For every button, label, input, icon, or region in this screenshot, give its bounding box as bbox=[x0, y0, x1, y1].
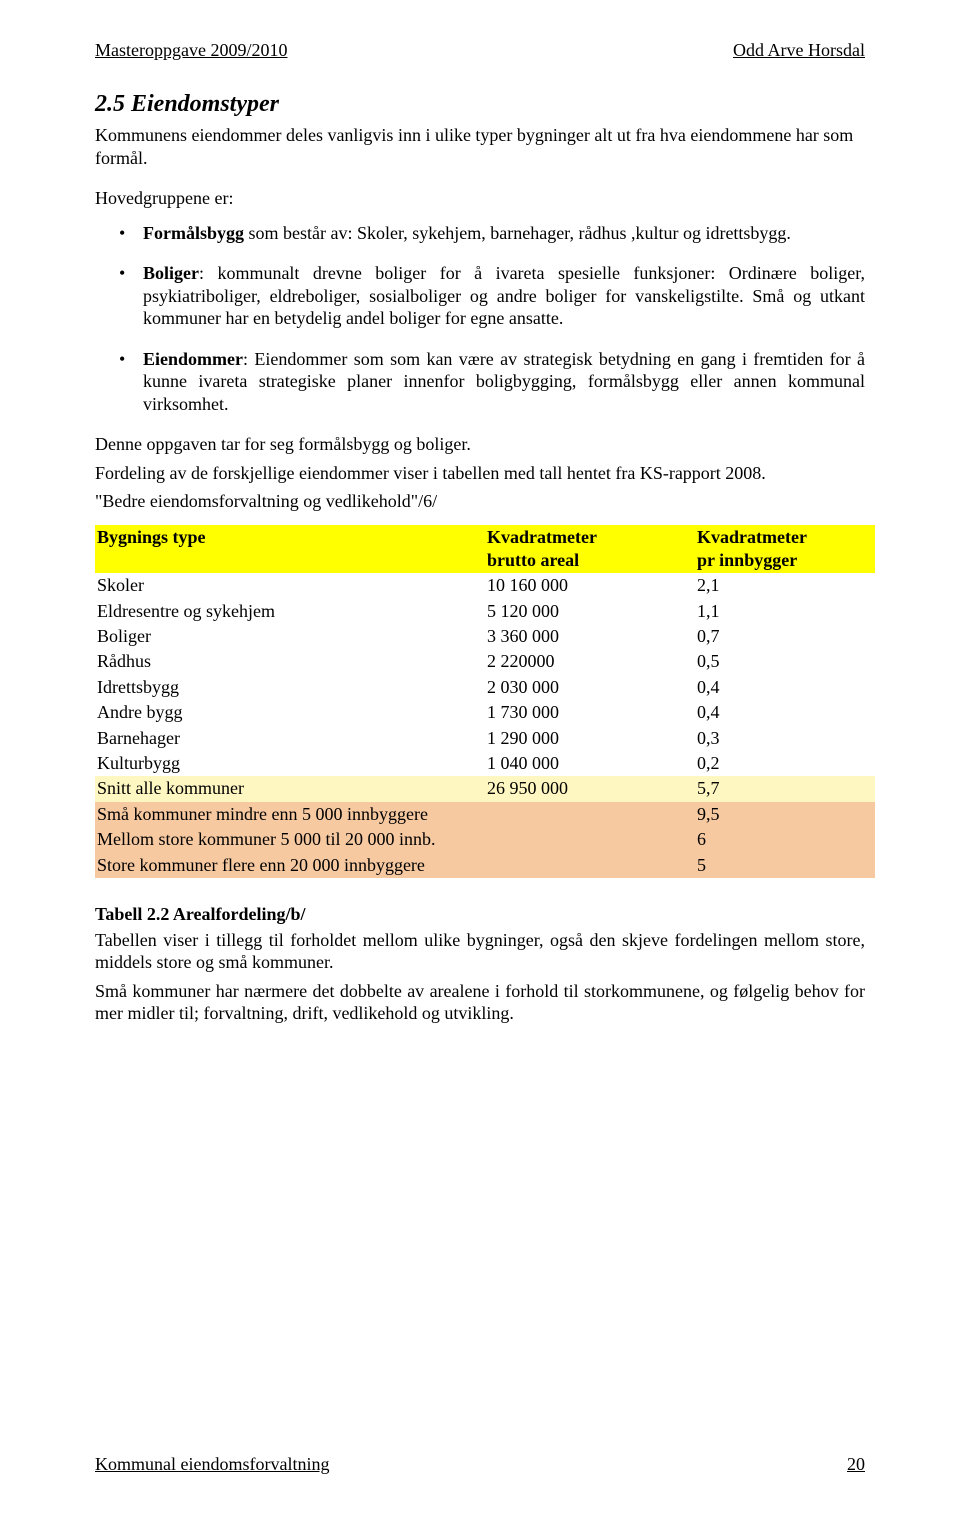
table-row: Boliger3 360 0000,7 bbox=[95, 624, 875, 649]
intro-paragraph-2: Hovedgruppene er: bbox=[95, 187, 865, 210]
bullet-rest: som består av: Skoler, sykehjem, barneha… bbox=[244, 223, 791, 243]
table-cell bbox=[485, 802, 695, 827]
page-footer: Kommunal eiendomsforvaltning 20 bbox=[95, 1454, 865, 1475]
intro-paragraph-1: Kommunens eiendommer deles vanligvis inn… bbox=[95, 124, 865, 169]
table-header-cell: Kvadratmeter brutto areal bbox=[485, 525, 695, 574]
table-cell: 2,1 bbox=[695, 573, 875, 598]
bullet-rest: : kommunalt drevne boliger for å ivareta… bbox=[143, 263, 865, 328]
table-cell: 2 030 000 bbox=[485, 675, 695, 700]
table-cell: 1,1 bbox=[695, 599, 875, 624]
header-left: Masteroppgave 2009/2010 bbox=[95, 40, 287, 61]
table-cell: Store kommuner flere enn 20 000 innbygge… bbox=[95, 853, 485, 878]
table-cell: Små kommuner mindre enn 5 000 innbyggere bbox=[95, 802, 485, 827]
table-caption: Tabell 2.2 Arealfordeling/b/ bbox=[95, 904, 865, 925]
caption-paragraph-1: Tabellen viser i tillegg til forholdet m… bbox=[95, 929, 865, 974]
table-row: Andre bygg1 730 0000,4 bbox=[95, 700, 875, 725]
table-row: Idrettsbygg2 030 0000,4 bbox=[95, 675, 875, 700]
table-row: Snitt alle kommuner26 950 0005,7 bbox=[95, 776, 875, 801]
table-cell: 10 160 000 bbox=[485, 573, 695, 598]
bullet-list: Formålsbygg som består av: Skoler, sykeh… bbox=[95, 222, 865, 416]
table-header-cell: Bygnings type bbox=[95, 525, 485, 574]
bullet-term: Boliger bbox=[143, 263, 199, 283]
table-row: Store kommuner flere enn 20 000 innbygge… bbox=[95, 853, 875, 878]
table-cell: 0,4 bbox=[695, 700, 875, 725]
table-header-cell: Kvadratmeter pr innbygger bbox=[695, 525, 875, 574]
document-page: Masteroppgave 2009/2010 Odd Arve Horsdal… bbox=[0, 0, 960, 1515]
table-header-label: Bygnings type bbox=[97, 527, 206, 547]
after-bullets-p2: Fordeling av de forskjellige eiendommer … bbox=[95, 462, 865, 485]
table-cell: 5 120 000 bbox=[485, 599, 695, 624]
table-cell: 3 360 000 bbox=[485, 624, 695, 649]
table-cell: 0,5 bbox=[695, 649, 875, 674]
table-cell: 0,3 bbox=[695, 726, 875, 751]
table-header-label: Kvadratmeter bbox=[487, 527, 597, 547]
table-row: Kulturbygg1 040 0000,2 bbox=[95, 751, 875, 776]
table-cell: 1 040 000 bbox=[485, 751, 695, 776]
table-cell: 5,7 bbox=[695, 776, 875, 801]
table-cell: 5 bbox=[695, 853, 875, 878]
table-cell: Mellom store kommuner 5 000 til 20 000 i… bbox=[95, 827, 485, 852]
table-cell: Rådhus bbox=[95, 649, 485, 674]
table-header-sublabel: pr innbygger bbox=[697, 550, 797, 570]
table-row: Mellom store kommuner 5 000 til 20 000 i… bbox=[95, 827, 875, 852]
table-row: Skoler10 160 0002,1 bbox=[95, 573, 875, 598]
footer-right: 20 bbox=[847, 1454, 865, 1475]
table-cell: 0,4 bbox=[695, 675, 875, 700]
page-header: Masteroppgave 2009/2010 Odd Arve Horsdal bbox=[95, 40, 865, 61]
table-row: Eldresentre og sykehjem5 120 0001,1 bbox=[95, 599, 875, 624]
table-cell: 0,2 bbox=[695, 751, 875, 776]
table-row: Barnehager1 290 0000,3 bbox=[95, 726, 875, 751]
table-header-label: Kvadratmeter bbox=[697, 527, 807, 547]
table-row: Rådhus2 2200000,5 bbox=[95, 649, 875, 674]
table-cell: Eldresentre og sykehjem bbox=[95, 599, 485, 624]
table-header-sublabel: brutto areal bbox=[487, 550, 579, 570]
table-cell: Snitt alle kommuner bbox=[95, 776, 485, 801]
table-cell: Andre bygg bbox=[95, 700, 485, 725]
bullet-term: Eiendommer bbox=[143, 349, 243, 369]
table-row: Små kommuner mindre enn 5 000 innbyggere… bbox=[95, 802, 875, 827]
bullet-item: Formålsbygg som består av: Skoler, sykeh… bbox=[95, 222, 865, 245]
header-right: Odd Arve Horsdal bbox=[733, 40, 865, 61]
section-title: 2.5 Eiendomstyper bbox=[95, 91, 865, 118]
after-bullets-p1: Denne oppgaven tar for seg formålsbygg o… bbox=[95, 433, 865, 456]
table-cell: 2 220000 bbox=[485, 649, 695, 674]
table-cell: Kulturbygg bbox=[95, 751, 485, 776]
bullet-rest: : Eiendommer som som kan være av strateg… bbox=[143, 349, 865, 414]
table-body: Skoler10 160 0002,1Eldresentre og sykehj… bbox=[95, 573, 875, 878]
table-cell: Boliger bbox=[95, 624, 485, 649]
table-cell: Barnehager bbox=[95, 726, 485, 751]
table-cell: 0,7 bbox=[695, 624, 875, 649]
caption-paragraph-2: Små kommuner har nærmere det dobbelte av… bbox=[95, 980, 865, 1025]
table-cell: Idrettsbygg bbox=[95, 675, 485, 700]
bullet-item: Boliger: kommunalt drevne boliger for å … bbox=[95, 262, 865, 330]
table-cell: 6 bbox=[695, 827, 875, 852]
table-cell: Skoler bbox=[95, 573, 485, 598]
after-bullets-p3: "Bedre eiendomsforvaltning og vedlikehol… bbox=[95, 490, 865, 513]
table-cell: 9,5 bbox=[695, 802, 875, 827]
bullet-item: Eiendommer: Eiendommer som som kan være … bbox=[95, 348, 865, 416]
table-cell: 26 950 000 bbox=[485, 776, 695, 801]
table-cell bbox=[485, 827, 695, 852]
table-cell bbox=[485, 853, 695, 878]
bullet-term: Formålsbygg bbox=[143, 223, 244, 243]
table-cell: 1 290 000 bbox=[485, 726, 695, 751]
table-cell: 1 730 000 bbox=[485, 700, 695, 725]
footer-left: Kommunal eiendomsforvaltning bbox=[95, 1454, 329, 1475]
area-table: Bygnings type Kvadratmeter brutto areal … bbox=[95, 525, 875, 878]
table-header-row: Bygnings type Kvadratmeter brutto areal … bbox=[95, 525, 875, 574]
